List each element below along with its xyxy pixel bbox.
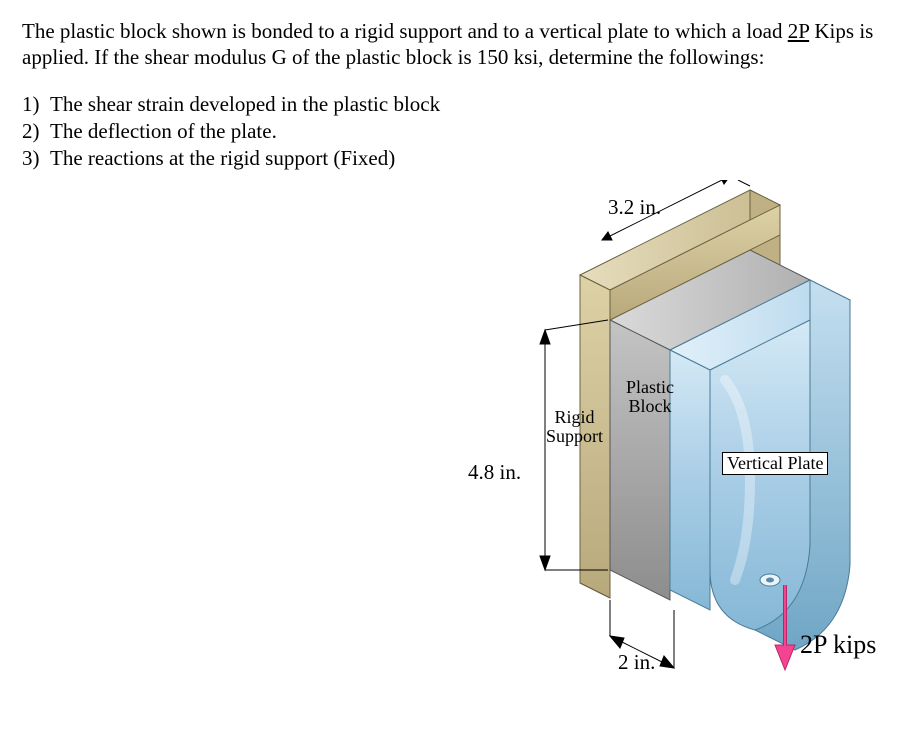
block-front-face [610,320,670,600]
dim-bottom-label: 2 in. [618,650,655,675]
q2-text: The deflection of the plate. [50,118,277,145]
dim-left-label: 4.8 in. [468,460,521,485]
q3-text: The reactions at the rigid support (Fixe… [50,145,395,172]
plate-hole-inner [766,578,774,583]
q3-num: 3) [22,145,50,172]
plate-front-rect [670,350,710,610]
label-rigid-support: Rigid Support [546,408,603,446]
label-plastic-l1: Plastic [626,377,674,397]
label-rigid-l1: Rigid [555,407,595,427]
question-2: 2) The deflection of the plate. [22,118,901,145]
q1-text: The shear strain developed in the plasti… [50,91,440,118]
force-label: 2P kips [800,630,876,660]
label-rigid-l2: Support [546,426,603,446]
problem-load-term: 2P [788,19,809,43]
question-3: 3) The reactions at the rigid support (F… [22,145,901,172]
problem-statement: The plastic block shown is bonded to a r… [22,18,901,71]
label-vertical-plate: Vertical Plate [722,452,828,475]
dim-top-label: 3.2 in. [608,195,661,220]
problem-intro-a: The plastic block shown is bonded to a r… [22,19,788,43]
figure: 3.2 in. 4.8 in. 2 in. Rigid Support Plas… [450,180,920,720]
question-list: 1) The shear strain developed in the pla… [22,91,901,173]
q2-num: 2) [22,118,50,145]
plate-front-lobe [710,320,810,630]
label-plastic-l2: Block [629,396,672,416]
question-1: 1) The shear strain developed in the pla… [22,91,901,118]
label-plastic-block: Plastic Block [626,378,674,416]
q1-num: 1) [22,91,50,118]
